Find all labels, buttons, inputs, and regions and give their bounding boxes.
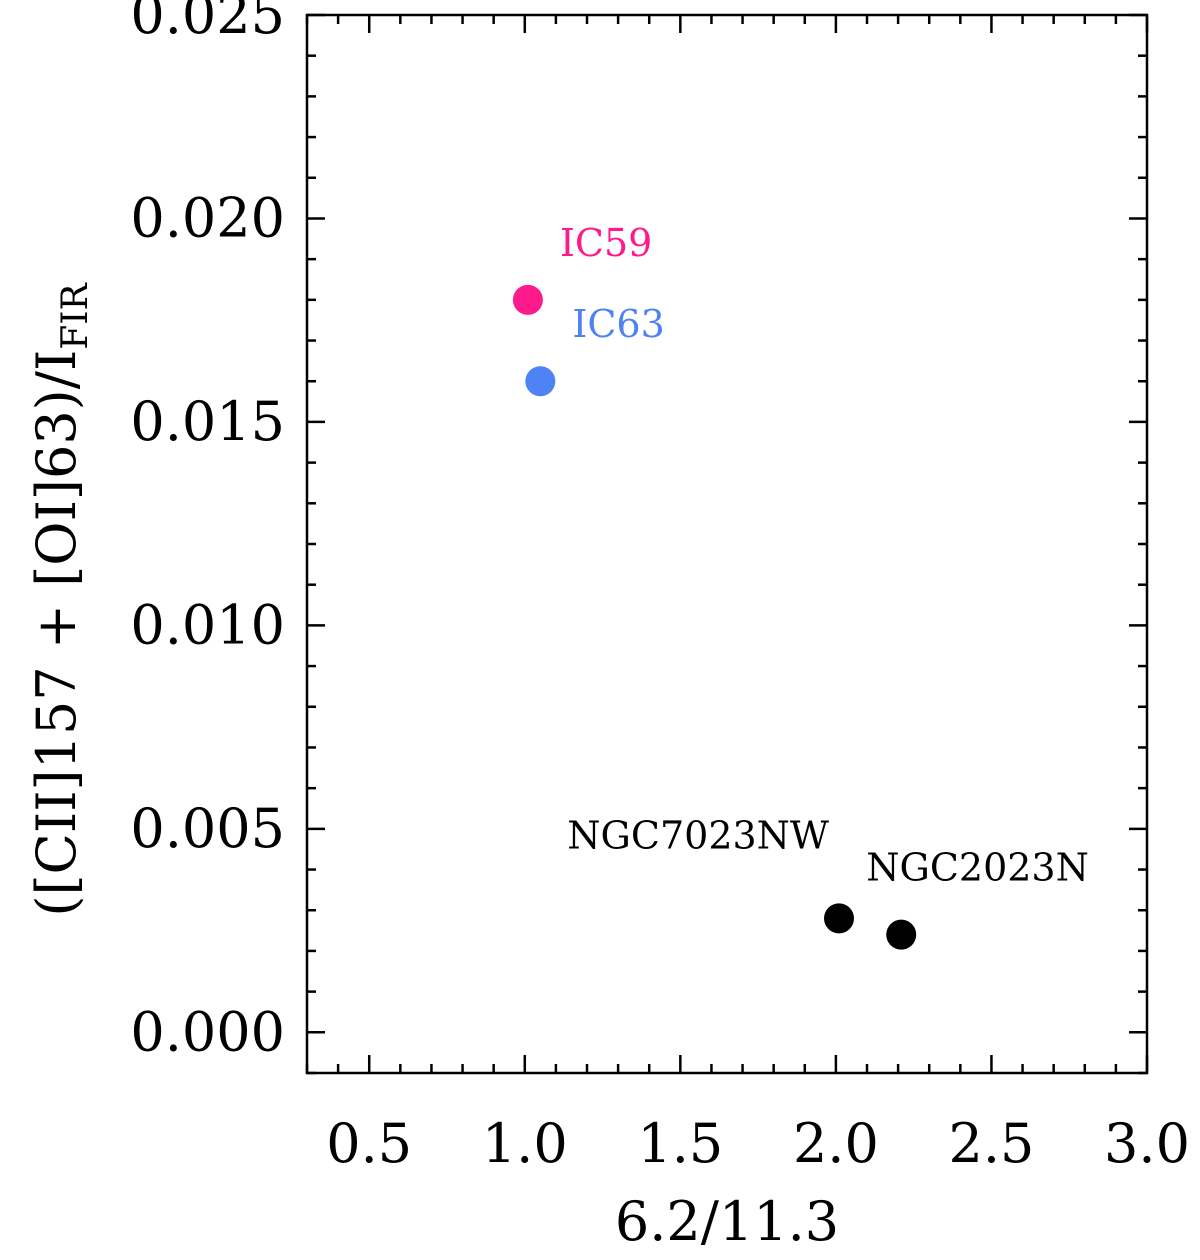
y-tick-label: 0.020 — [130, 186, 285, 249]
point-labels: IC59 IC63 NGC7023NW NGC2023N — [560, 221, 1089, 890]
x-tick-label: 1.5 — [637, 1112, 723, 1175]
y-axis-title-subscript: FIR — [55, 283, 96, 350]
data-point — [512, 284, 543, 315]
data-point — [886, 919, 917, 950]
x-tick-label: 3.0 — [1104, 1112, 1190, 1175]
y-axis-title-main: ([CII]157 + [OI]63)/I — [25, 350, 88, 917]
data-point — [824, 903, 854, 934]
point-label: NGC7023NW — [567, 813, 829, 857]
point-label: NGC2023N — [866, 846, 1089, 890]
x-tick-label: 2.0 — [793, 1112, 879, 1175]
x-tick-label: 1.0 — [482, 1112, 568, 1175]
y-tick-label: 0.005 — [130, 797, 285, 860]
data-points — [512, 284, 917, 950]
y-tick-label: 0.015 — [130, 390, 285, 453]
tick-labels: 0.5 1.0 1.5 2.0 2.5 3.0 0.000 0.005 0.010 0.015 0.… — [130, 0, 1190, 1175]
y-tick-label: 0.010 — [130, 593, 285, 656]
plot-frame — [305, 13, 1149, 1075]
y-axis-title: ([CII]157 + [OI]63)/IFIR — [25, 283, 96, 917]
x-tick-label: 0.5 — [326, 1112, 412, 1175]
y-tick-label: 0.000 — [130, 1000, 285, 1063]
point-label: IC63 — [572, 302, 664, 346]
x-tick-label: 2.5 — [948, 1112, 1034, 1175]
y-tick-label: 0.025 — [130, 0, 285, 46]
axis-ticks — [305, 13, 1149, 1075]
data-point — [525, 366, 556, 397]
point-label: IC59 — [560, 221, 652, 265]
x-axis-title: 6.2/11.3 — [615, 1190, 839, 1253]
